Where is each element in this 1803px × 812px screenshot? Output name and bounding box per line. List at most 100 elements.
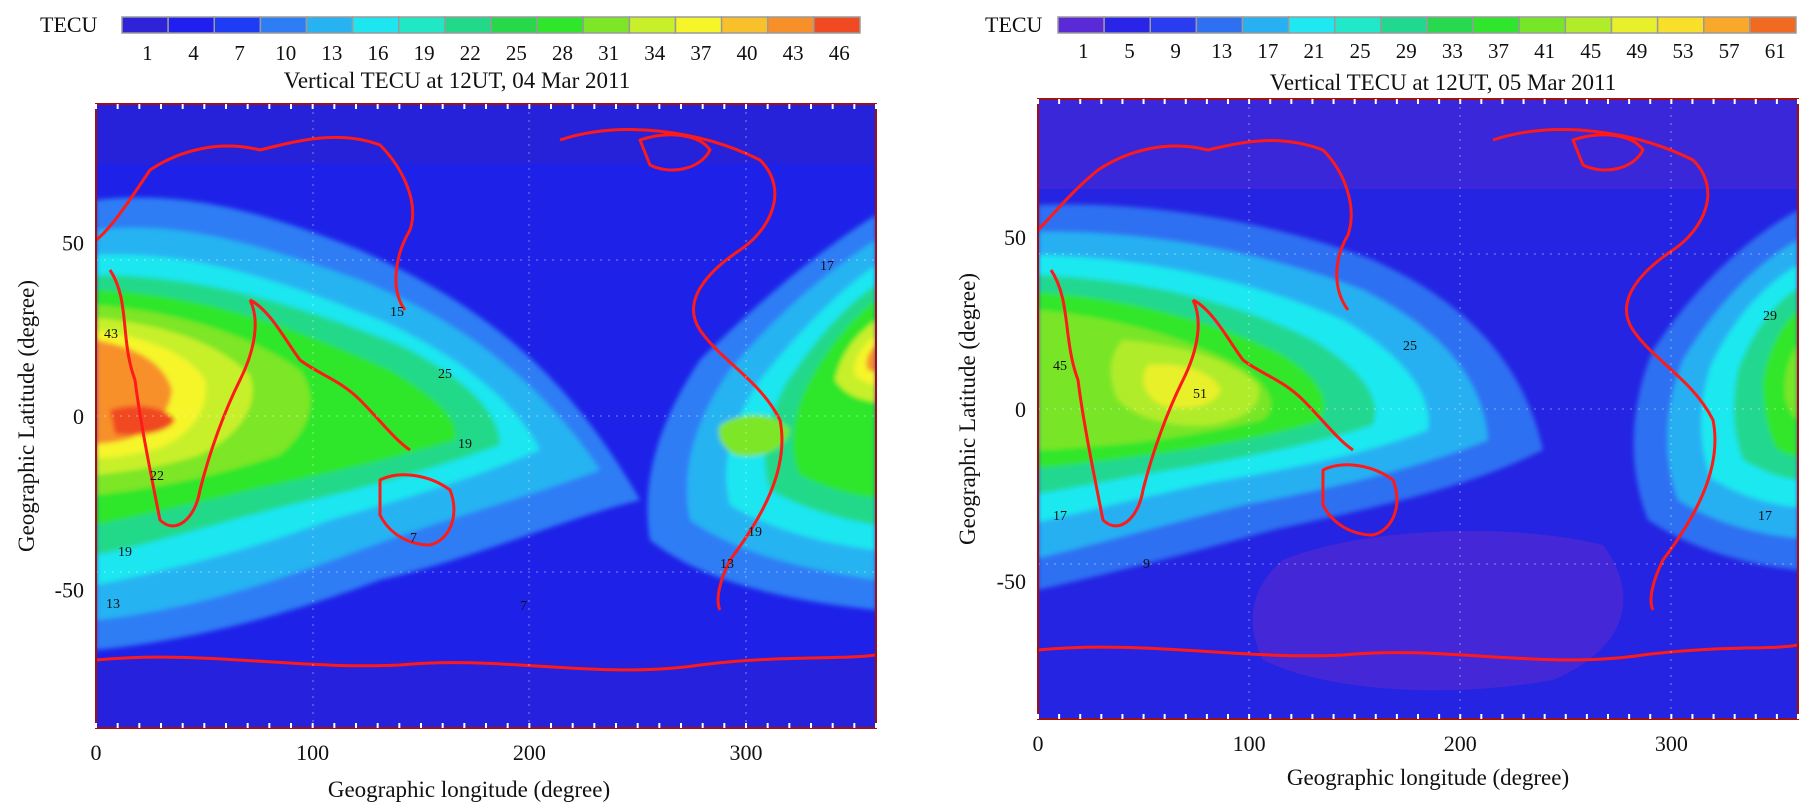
colorbar-swatch [1380,16,1428,34]
colorbar-tick-label: 49 [1626,39,1647,63]
y-tick-label: 50 [1004,225,1026,250]
colorbar-tick-label: 10 [275,41,296,65]
chart-title: Vertical TECU at 12UT, 05 Mar 2011 [1270,70,1616,95]
colorbar-swatch [444,16,492,34]
coastline-australia [378,473,456,547]
colorbar-tick-label: 28 [552,41,573,65]
colorbar-swatch [536,16,584,34]
contour-label: 15 [390,305,404,320]
chart-right-svg: TECU 1 5 9 13 17 21 25 29 33 37 41 45 49 53 57 61 Verti… [955,12,1799,790]
contour-label: 25 [1403,339,1417,354]
colorbar-tick-label: 57 [1719,39,1740,63]
polar-band-north [1038,99,1798,189]
colorbar-swatch [767,16,815,34]
contour-peak-43-north [96,344,123,366]
colorbar-swatch [259,16,308,34]
contour-label: 43 [104,327,118,342]
colorbar-tick-label: 1 [1078,39,1089,63]
colorbar [1057,16,1797,34]
contour-label: 7 [520,599,527,614]
colorbar-tick-label: 61 [1765,39,1786,63]
contour-label: 25 [438,367,452,382]
coastlines [96,128,876,672]
colorbar-tick-label: 31 [598,41,619,65]
x-tick-label: 0 [1033,731,1044,756]
coastline-south-america [698,329,784,611]
colorbar-tick-label: 34 [644,41,666,65]
y-axis-label: Geographic Latitude (degree) [14,280,39,552]
y-tick-label: 0 [73,404,84,429]
tec-contour-fill [96,197,876,650]
colorbar-ticks: 1 4 7 10 13 16 19 22 25 28 31 34 37 40 43 46 [142,41,850,65]
colorbar-tick-label: 45 [1580,39,1601,63]
coastline-greenland [638,133,712,172]
contour-label: 17 [820,259,834,274]
contour-label: 13 [106,597,120,612]
colorbar-swatch [1426,16,1474,34]
coastline-south-america [1631,329,1717,611]
colorbar-tick-label: 21 [1303,39,1324,63]
colorbar-swatch [1656,16,1705,34]
colorbar-tick-label: 46 [829,41,850,65]
colorbar-swatch [398,16,446,34]
chart-panel-right: TECU 1 5 9 13 17 21 25 29 33 37 41 45 49 53 57 61 Verti… [903,0,1803,812]
colorbar-swatch [813,16,861,34]
coastlines [1038,128,1798,662]
contour-label: 19 [118,545,132,560]
colorbar-tick-label: 4 [188,41,199,65]
colorbar-tick-label: 13 [321,41,342,65]
y-axis-label: Geographic Latitude (degree) [955,273,980,545]
x-tick-label: 100 [296,740,329,765]
colorbar-swatch [720,16,769,34]
colorbar-swatch [1749,16,1797,34]
contour-label: 17 [1758,509,1772,524]
colorbar-swatch [305,16,354,34]
colorbar-tick-label: 16 [367,41,388,65]
chart-title: Vertical TECU at 12UT, 04 Mar 2011 [284,68,630,93]
coastline-greenland [1571,133,1645,172]
coastline-antarctica [1038,643,1798,662]
grid-lines [1038,99,1798,719]
x-tick-label: 100 [1233,731,1266,756]
contour-label: 17 [1053,509,1067,524]
colorbar-swatch [1334,16,1382,34]
coastline-europe-asia [96,135,415,311]
colorbar-tick-label: 17 [1257,39,1278,63]
colorbar-swatch [121,16,169,34]
colorbar-swatch [1149,16,1198,34]
polar-band-south [96,660,876,728]
colorbar-label: TECU [985,12,1043,37]
colorbar-tick-label: 40 [736,41,757,65]
contour-label: 22 [150,469,164,484]
colorbar-tick-label: 37 [690,41,711,65]
colorbar-tick-label: 22 [460,41,481,65]
x-tick-label: 300 [730,740,763,765]
axis-ticks: 0 100 200 300 50 0 -50 [55,104,877,765]
colorbar-tick-label: 19 [414,41,435,65]
colorbar-tick-label: 25 [506,41,527,65]
coastline-north-america [559,128,777,331]
contour-peak-53 [1143,364,1221,408]
colorbar-ticks: 1 5 9 13 17 21 25 29 33 37 41 45 49 53 57 61 [1078,39,1786,63]
coastline-north-america [1492,128,1710,331]
colorbar-tick-label: 43 [783,41,804,65]
colorbar-swatch [1241,16,1290,34]
colorbar-swatch [490,16,538,34]
colorbar-swatch [1103,16,1151,34]
contour-band-31-west [718,414,790,457]
colorbar-tick-label: 41 [1534,39,1555,63]
contour-label: 7 [410,531,417,546]
tec-contour-fill [1038,204,1798,590]
colorbar-tick-label: 25 [1350,39,1371,63]
polar-band-north [96,104,876,164]
contour-label: 9 [1143,557,1150,572]
coastline-africa [108,269,257,528]
x-tick-label: 200 [513,740,546,765]
colorbar-swatch [1472,16,1520,34]
axis-ticks: 0 100 200 300 50 0 -50 [997,99,1799,756]
contour-band-43-west [866,345,876,372]
colorbar-tick-label: 53 [1672,39,1693,63]
contour-label: 19 [748,525,762,540]
colorbar [121,16,861,34]
x-tick-label: 0 [91,740,102,765]
